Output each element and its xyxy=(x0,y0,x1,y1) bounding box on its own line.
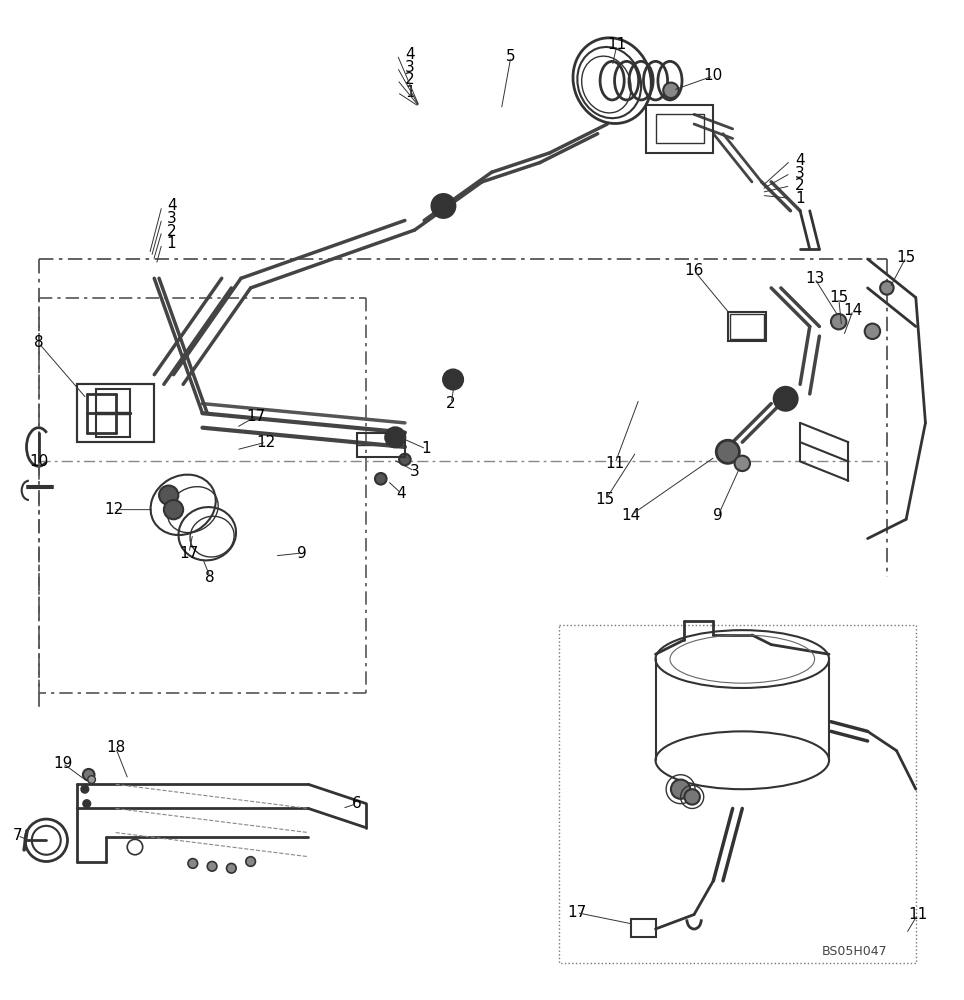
Text: 12: 12 xyxy=(256,435,276,450)
Text: 11: 11 xyxy=(605,456,625,471)
Text: 2: 2 xyxy=(795,178,805,193)
Text: 15: 15 xyxy=(897,250,916,265)
Text: 17: 17 xyxy=(179,546,199,561)
Circle shape xyxy=(83,800,91,808)
Text: 17: 17 xyxy=(567,905,586,920)
Circle shape xyxy=(81,785,89,793)
Circle shape xyxy=(865,324,880,339)
Circle shape xyxy=(399,454,411,465)
Circle shape xyxy=(831,314,846,329)
Circle shape xyxy=(164,500,183,519)
Text: 4: 4 xyxy=(396,486,406,501)
Text: 10: 10 xyxy=(704,68,723,83)
Text: 11: 11 xyxy=(908,907,927,922)
Text: 6: 6 xyxy=(352,796,362,811)
Circle shape xyxy=(83,769,94,781)
Circle shape xyxy=(227,863,236,873)
Text: 17: 17 xyxy=(247,409,266,424)
Text: 4: 4 xyxy=(405,47,415,62)
Text: 4: 4 xyxy=(167,198,176,213)
Circle shape xyxy=(386,428,405,447)
Circle shape xyxy=(188,859,198,868)
Text: 1: 1 xyxy=(167,236,176,251)
Circle shape xyxy=(375,473,387,485)
Circle shape xyxy=(88,776,95,783)
Text: 13: 13 xyxy=(805,271,824,286)
Text: 7: 7 xyxy=(13,828,22,843)
Text: 9: 9 xyxy=(713,508,723,523)
Text: 16: 16 xyxy=(684,263,704,278)
Text: 14: 14 xyxy=(844,303,863,318)
Circle shape xyxy=(716,440,739,463)
Text: 10: 10 xyxy=(29,454,48,469)
Text: 4: 4 xyxy=(795,153,805,168)
Circle shape xyxy=(735,456,750,471)
Text: BS05H047: BS05H047 xyxy=(821,945,887,958)
Text: 3: 3 xyxy=(795,166,805,181)
Text: 1: 1 xyxy=(795,191,805,206)
Circle shape xyxy=(671,780,690,799)
Circle shape xyxy=(663,83,679,98)
Circle shape xyxy=(159,486,178,505)
Circle shape xyxy=(774,387,797,410)
Text: 19: 19 xyxy=(53,756,72,771)
Text: 15: 15 xyxy=(829,290,848,305)
Circle shape xyxy=(246,857,255,866)
Circle shape xyxy=(684,789,700,805)
Text: 3: 3 xyxy=(410,464,419,479)
Text: 8: 8 xyxy=(205,570,215,585)
Text: 12: 12 xyxy=(104,502,123,517)
Text: 2: 2 xyxy=(405,72,415,87)
Text: 8: 8 xyxy=(34,335,43,350)
Text: 2: 2 xyxy=(167,224,176,239)
Text: 1: 1 xyxy=(421,441,431,456)
Circle shape xyxy=(443,370,463,389)
Text: 11: 11 xyxy=(607,37,627,52)
Circle shape xyxy=(432,194,455,218)
Text: 18: 18 xyxy=(106,740,125,755)
Circle shape xyxy=(880,281,894,295)
Text: 3: 3 xyxy=(167,211,176,226)
Text: 3: 3 xyxy=(405,60,415,75)
Circle shape xyxy=(207,861,217,871)
Text: 5: 5 xyxy=(506,49,516,64)
Text: 1: 1 xyxy=(405,85,415,100)
Text: 9: 9 xyxy=(297,546,307,561)
Text: 15: 15 xyxy=(596,492,615,508)
Text: 2: 2 xyxy=(446,396,456,411)
Text: 14: 14 xyxy=(621,508,640,523)
